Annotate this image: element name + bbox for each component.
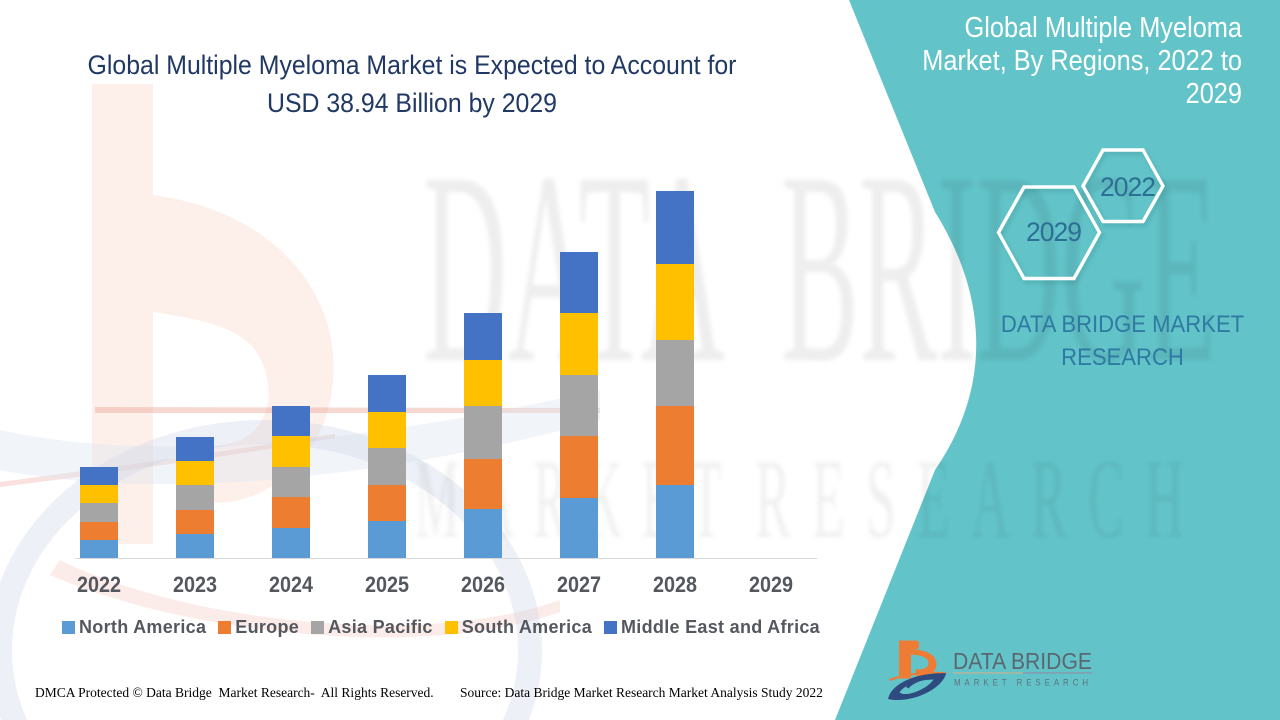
svg-text:RESEARCH: RESEARCH — [755, 437, 1205, 562]
svg-text:BRIDGE: BRIDGE — [781, 116, 1217, 420]
svg-text:DATA BRIDGE: DATA BRIDGE — [953, 648, 1092, 674]
svg-text:MARKET: MARKET — [415, 437, 741, 562]
svg-text:MARKET RESEARCH: MARKET RESEARCH — [954, 678, 1092, 688]
